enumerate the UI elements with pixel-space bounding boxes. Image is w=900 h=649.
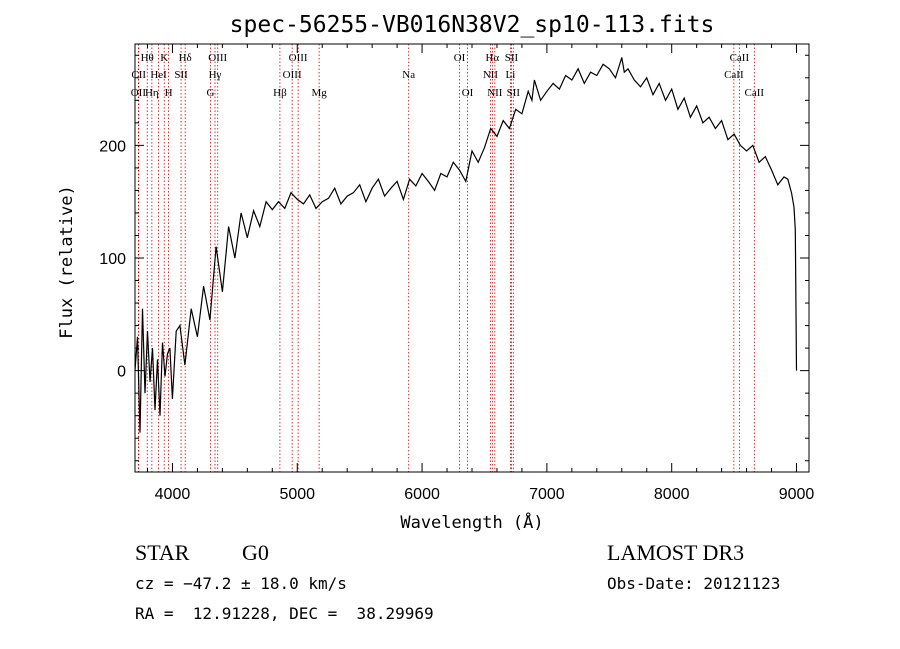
line-label: HeI — [150, 69, 167, 81]
line-label: CaII — [730, 52, 750, 64]
line-label: Li — [506, 69, 516, 81]
line-label: OIII — [283, 69, 302, 81]
object-class: STAR — [135, 540, 190, 565]
line-label: SII — [505, 52, 519, 64]
line-label: OIII — [289, 52, 308, 64]
x-tick-label: 4000 — [155, 486, 191, 503]
line-label: NII — [487, 87, 503, 99]
x-axis-label: Wavelength (Å) — [400, 511, 543, 533]
line-label: Hα — [485, 52, 499, 64]
y-tick-label: 0 — [117, 364, 126, 381]
line-label: Hθ — [141, 52, 154, 64]
line-label: Mg — [311, 87, 327, 99]
line-label: CII — [131, 69, 146, 81]
line-label: NII — [483, 69, 499, 81]
x-tick-label: 5000 — [279, 486, 315, 503]
x-tick-label: 6000 — [404, 486, 440, 503]
redshift-velocity: cz = −47.2 ± 18.0 km/s — [135, 574, 347, 593]
line-label: Na — [402, 69, 415, 81]
object-subclass: G0 — [242, 540, 269, 565]
line-label: CaII — [745, 87, 765, 99]
y-axis-label: Flux (relative) — [57, 185, 77, 339]
line-label: G — [207, 87, 215, 99]
line-label: OIII — [208, 52, 227, 64]
line-label: Hβ — [273, 87, 287, 99]
emission-line-markers — [137, 44, 755, 472]
line-label: OI — [454, 52, 466, 64]
line-label: OII — [131, 87, 147, 99]
observation-date: Obs-Date: 20121123 — [607, 574, 781, 593]
line-label: OI — [462, 87, 474, 99]
x-tick-label: 8000 — [654, 486, 690, 503]
line-label: Hγ — [209, 69, 222, 81]
x-tick-label: 7000 — [529, 486, 565, 503]
line-label: CaII — [724, 69, 744, 81]
plot-frame — [134, 43, 810, 473]
line-label: Hδ — [179, 52, 192, 64]
chart-title: spec-56255-VB016N38V2_sp10-113.fits — [230, 12, 715, 38]
line-label: SII — [507, 87, 521, 99]
x-tick-label: 9000 — [779, 486, 815, 503]
y-tick-label: 200 — [99, 138, 126, 155]
line-label: H — [165, 87, 173, 99]
survey-name: LAMOST DR3 — [607, 540, 745, 565]
y-axis-ticks: 0 100 200 — [99, 54, 809, 462]
line-label: SII — [174, 69, 188, 81]
x-axis-ticks: 4000 5000 6000 7000 8000 9000 — [146, 44, 815, 503]
line-label: Hη — [145, 87, 159, 99]
coordinates: RA = 12.91228, DEC = 38.29969 — [135, 604, 434, 623]
spectrum-line — [134, 57, 798, 433]
y-tick-label: 100 — [99, 251, 126, 268]
line-label: K — [160, 52, 168, 64]
